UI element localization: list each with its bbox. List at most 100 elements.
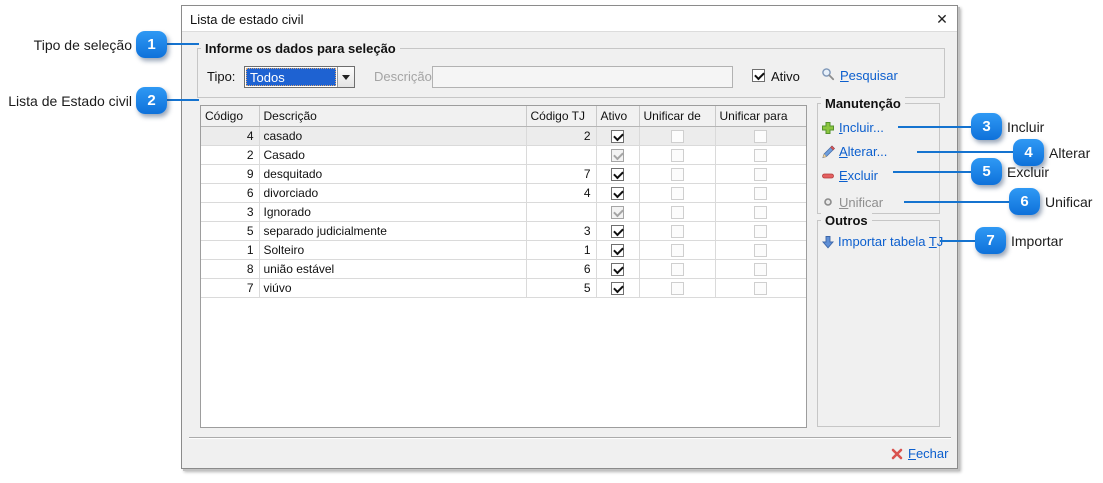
table-row[interactable]: 9 desquitado 7 xyxy=(201,164,806,184)
table-row[interactable]: 5 separado judicialmente 3 xyxy=(201,221,806,241)
descricao-cell: casado xyxy=(259,126,527,146)
codigo-cell: 9 xyxy=(201,164,260,184)
table-row[interactable]: 1 Solteiro 1 xyxy=(201,240,806,260)
descricao-cell: Solteiro xyxy=(259,240,527,260)
ativo-cell xyxy=(596,126,640,146)
ativo-filter-checkbox[interactable] xyxy=(752,69,765,82)
descricao-input[interactable] xyxy=(432,66,733,88)
codigo-tj-cell xyxy=(526,145,597,165)
unificar-para-checkbox xyxy=(754,281,767,295)
table-row[interactable]: 3 Ignorado xyxy=(201,202,806,222)
table-row[interactable]: 7 viúvo 5 xyxy=(201,278,806,298)
ativo-checkbox[interactable] xyxy=(611,281,624,295)
codigo-cell: 8 xyxy=(201,259,260,279)
ativo-cell xyxy=(596,278,640,298)
unify-circle-icon xyxy=(824,198,832,206)
callout-label-5: Excluir xyxy=(1007,164,1050,180)
unificar-para-checkbox xyxy=(754,186,767,200)
ativo-checkbox[interactable] xyxy=(611,167,624,181)
minus-icon xyxy=(822,173,834,179)
callout-bubble-1: 1 xyxy=(136,31,167,58)
footer-divider xyxy=(189,437,951,439)
col-header-ativo[interactable]: Ativo xyxy=(596,106,640,127)
arrow-down-icon xyxy=(822,236,834,249)
codigo-tj-cell: 5 xyxy=(526,278,597,298)
callout-bubble-4: 4 xyxy=(1013,139,1044,166)
unificar-de-checkbox xyxy=(670,186,684,200)
codigo-tj-cell: 6 xyxy=(526,259,597,279)
ativo-checkbox[interactable] xyxy=(611,262,624,276)
dialog-titlebar: Lista de estado civil ✕ xyxy=(182,6,957,32)
table-header-row: Código Descrição Código TJ Ativo Unifica… xyxy=(201,106,806,127)
table-row[interactable]: 6 divorciado 4 xyxy=(201,183,806,203)
close-icon[interactable]: ✕ xyxy=(936,11,948,27)
tipo-combobox[interactable]: Todos xyxy=(244,66,355,88)
estado-civil-table[interactable]: Código Descrição Código TJ Ativo Unifica… xyxy=(200,105,807,428)
callout-line-6 xyxy=(904,201,1014,203)
codigo-cell: 2 xyxy=(201,145,260,165)
codigo-cell: 1 xyxy=(201,240,260,260)
col-header-unificar-para[interactable]: Unificar para xyxy=(715,106,806,127)
red-x-icon xyxy=(891,448,903,460)
descricao-cell: Casado xyxy=(259,145,527,165)
codigo-tj-cell: 4 xyxy=(526,183,597,203)
ativo-checkbox[interactable] xyxy=(611,186,624,200)
ativo-cell xyxy=(596,240,640,260)
callout-bubble-5: 5 xyxy=(971,158,1002,185)
incluir-link[interactable]: Incluir... xyxy=(839,120,884,135)
ativo-checkbox[interactable] xyxy=(611,243,624,257)
callout-line-5 xyxy=(893,171,976,173)
unificar-para-cell xyxy=(715,221,806,241)
col-header-codigo-tj[interactable]: Código TJ xyxy=(526,106,597,127)
callout-bubble-6: 6 xyxy=(1009,188,1040,215)
descricao-cell: separado judicialmente xyxy=(259,221,527,241)
unificar-para-checkbox xyxy=(754,205,767,219)
callout-label-6: Unificar xyxy=(1045,194,1093,210)
tipo-combobox-value: Todos xyxy=(246,68,336,86)
fechar-button[interactable]: Fechar xyxy=(908,446,949,461)
unificar-link: Unificar xyxy=(839,195,884,210)
table-row[interactable]: 2 Casado xyxy=(201,145,806,165)
codigo-cell: 5 xyxy=(201,221,260,241)
unificar-de-cell xyxy=(639,202,716,222)
callout-label-1: Tipo de seleção xyxy=(33,37,132,53)
codigo-tj-cell: 2 xyxy=(526,126,597,146)
unificar-para-cell xyxy=(715,259,806,279)
unificar-para-checkbox xyxy=(754,148,767,162)
alterar-link[interactable]: Alterar... xyxy=(839,144,888,159)
callout-line-4 xyxy=(917,151,1018,153)
pesquisar-link[interactable]: Pesquisar xyxy=(840,68,898,83)
callout-bubble-2: 2 xyxy=(136,87,167,114)
ativo-cell xyxy=(596,164,640,184)
excluir-link[interactable]: Excluir xyxy=(839,168,879,183)
unificar-para-checkbox xyxy=(754,224,767,238)
unificar-para-cell xyxy=(715,126,806,146)
codigo-cell: 6 xyxy=(201,183,260,203)
unificar-de-checkbox xyxy=(670,167,684,181)
unificar-de-cell xyxy=(639,145,716,165)
ativo-checkbox[interactable] xyxy=(611,129,624,143)
descricao-label: Descrição: xyxy=(374,69,436,84)
unificar-de-checkbox xyxy=(670,205,684,219)
table-row[interactable]: 4 casado 2 xyxy=(201,126,806,146)
codigo-tj-cell: 3 xyxy=(526,221,597,241)
ativo-cell xyxy=(596,202,640,222)
col-header-unificar-de[interactable]: Unificar de xyxy=(639,106,716,127)
outros-groupbox xyxy=(817,220,940,427)
chevron-down-icon[interactable] xyxy=(337,67,354,87)
descricao-cell: desquitado xyxy=(259,164,527,184)
unificar-para-cell xyxy=(715,278,806,298)
descricao-cell: Ignorado xyxy=(259,202,527,222)
ativo-checkbox xyxy=(611,205,624,219)
ativo-checkbox[interactable] xyxy=(611,224,624,238)
unificar-para-checkbox xyxy=(754,129,767,143)
importar-tabela-tj-link[interactable]: Importar tabela TJ xyxy=(838,234,943,249)
col-header-descricao[interactable]: Descrição xyxy=(259,106,527,127)
table-row[interactable]: 8 união estável 6 xyxy=(201,259,806,279)
col-header-codigo[interactable]: Código xyxy=(201,106,260,127)
unificar-de-checkbox xyxy=(670,224,684,238)
unificar-de-checkbox xyxy=(670,148,684,162)
unificar-de-cell xyxy=(639,164,716,184)
descricao-cell: divorciado xyxy=(259,183,527,203)
unificar-de-cell xyxy=(639,126,716,146)
